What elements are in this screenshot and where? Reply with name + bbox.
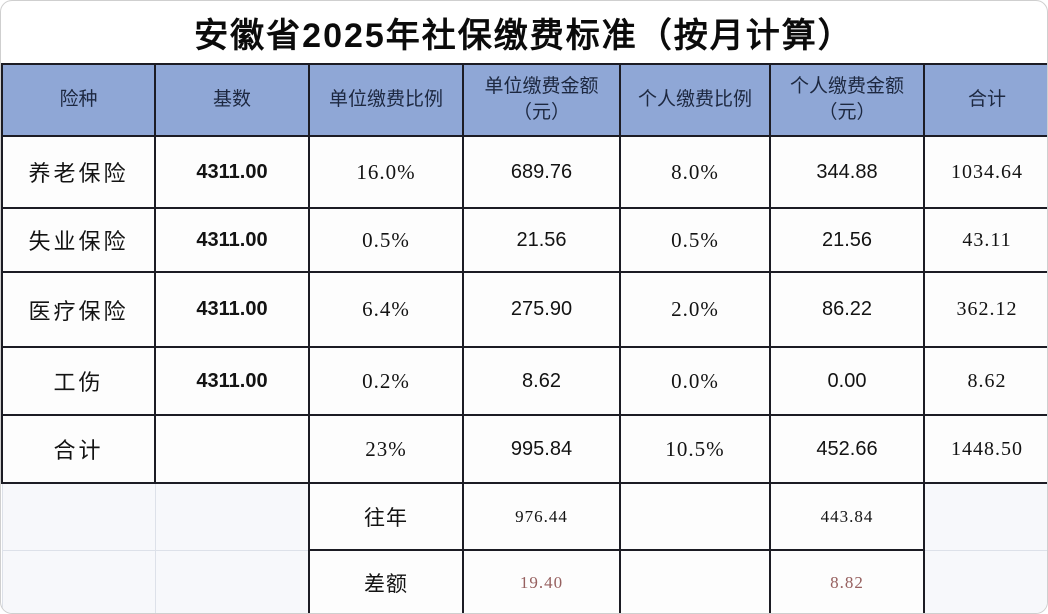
table-cell: 21.56 xyxy=(769,207,925,273)
row-label-cell: 养老保险 xyxy=(1,135,156,209)
table-cell: 19.40 xyxy=(462,549,621,613)
table-cell: 443.84 xyxy=(769,482,925,551)
table-cell: 86.22 xyxy=(769,271,925,348)
row-label-cell: 医疗保险 xyxy=(1,271,156,348)
table-cell: 0.00 xyxy=(769,346,925,416)
table-cell: 8.82 xyxy=(769,549,925,613)
table-cell: 8.62 xyxy=(462,346,621,416)
table-cell xyxy=(923,482,1047,551)
table-cell: 4311.00 xyxy=(154,207,310,273)
column-header-personal-rate: 个人缴费比例 xyxy=(619,63,771,137)
table-cell: 43.11 xyxy=(923,207,1047,273)
table-cell: 2.0% xyxy=(619,271,771,348)
table-cell: 23% xyxy=(308,414,464,484)
row-label-cell: 合计 xyxy=(1,414,156,484)
table-cell: 10.5% xyxy=(619,414,771,484)
table-cell: 0.5% xyxy=(619,207,771,273)
table-cell xyxy=(619,549,771,613)
table-row: 失业保险 4311.00 0.5% 21.56 0.5% 21.56 43.11 xyxy=(1,207,1047,273)
table-row: 养老保险 4311.00 16.0% 689.76 8.0% 344.88 1034.64 xyxy=(1,135,1047,209)
table-cell: 21.56 xyxy=(462,207,621,273)
table-row: 往年 976.44 443.84 xyxy=(1,482,1047,551)
table-cell: 差额 xyxy=(308,549,464,613)
table-cell xyxy=(923,549,1047,613)
column-header-base: 基数 xyxy=(154,63,310,137)
table-cell: 1448.50 xyxy=(923,414,1047,484)
table-cell: 995.84 xyxy=(462,414,621,484)
row-label-cell: 工伤 xyxy=(1,346,156,416)
table-cell xyxy=(154,482,310,551)
table-cell: 6.4% xyxy=(308,271,464,348)
table-row: 合计 23% 995.84 10.5% 452.66 1448.50 xyxy=(1,414,1047,484)
table-cell: 4311.00 xyxy=(154,271,310,348)
table-cell: 8.0% xyxy=(619,135,771,209)
table-cell: 0.2% xyxy=(308,346,464,416)
column-header-personal-amount: 个人缴费金额（元） xyxy=(769,63,925,137)
table-cell xyxy=(154,549,310,613)
column-header-employer-rate: 单位缴费比例 xyxy=(308,63,464,137)
table-cell xyxy=(154,414,310,484)
social-insurance-table: 险种 基数 单位缴费比例 单位缴费金额（元） 个人缴费比例 个人缴费金额（元） … xyxy=(1,63,1047,613)
table-cell: 8.62 xyxy=(923,346,1047,416)
table-cell: 4311.00 xyxy=(154,346,310,416)
column-header-insurance-type: 险种 xyxy=(1,63,156,137)
table-cell: 16.0% xyxy=(308,135,464,209)
table-cell xyxy=(619,482,771,551)
table-cell: 0.5% xyxy=(308,207,464,273)
header-row: 险种 基数 单位缴费比例 单位缴费金额（元） 个人缴费比例 个人缴费金额（元） … xyxy=(1,63,1047,137)
table-cell: 452.66 xyxy=(769,414,925,484)
page-title: 安徽省2025年社保缴费标准（按月计算） xyxy=(194,16,854,55)
row-label-cell xyxy=(1,549,156,613)
table-cell: 4311.00 xyxy=(154,135,310,209)
table-cell: 976.44 xyxy=(462,482,621,551)
table-cell: 0.0% xyxy=(619,346,771,416)
table-row: 差额 19.40 8.82 xyxy=(1,549,1047,613)
table-cell: 往年 xyxy=(308,482,464,551)
table-cell: 1034.64 xyxy=(923,135,1047,209)
table-cell: 275.90 xyxy=(462,271,621,348)
row-label-cell xyxy=(1,482,156,551)
table-cell: 689.76 xyxy=(462,135,621,209)
title-band: 安徽省2025年社保缴费标准（按月计算） xyxy=(1,1,1047,63)
column-header-employer-amount: 单位缴费金额（元） xyxy=(462,63,621,137)
row-label-cell: 失业保险 xyxy=(1,207,156,273)
table-row: 工伤 4311.00 0.2% 8.62 0.0% 0.00 8.62 xyxy=(1,346,1047,416)
table-cell: 362.12 xyxy=(923,271,1047,348)
column-header-total: 合计 xyxy=(923,63,1047,137)
table-cell: 344.88 xyxy=(769,135,925,209)
table-row: 医疗保险 4311.00 6.4% 275.90 2.0% 86.22 362.12 xyxy=(1,271,1047,348)
